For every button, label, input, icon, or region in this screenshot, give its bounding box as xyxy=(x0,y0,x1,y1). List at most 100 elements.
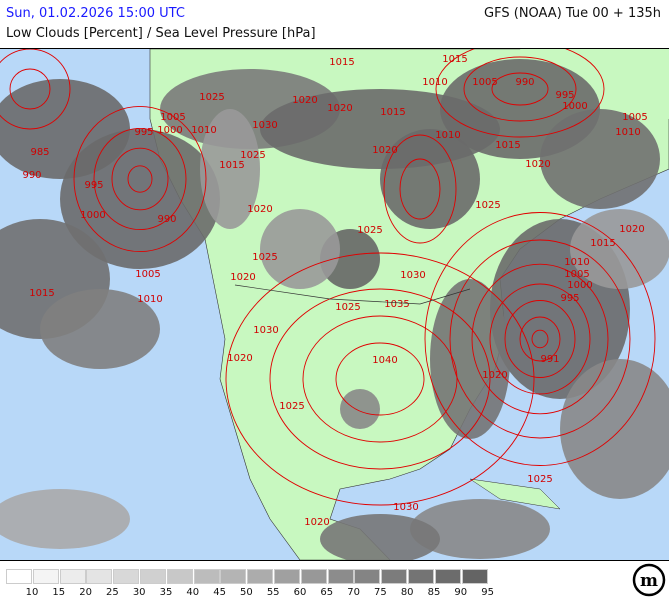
isobar xyxy=(531,329,549,349)
legend-tick: 60 xyxy=(293,587,307,598)
isobar-label: 1025 xyxy=(357,225,382,236)
isobar-label: 1020 xyxy=(292,95,317,106)
isobar xyxy=(9,68,51,110)
isobar-label: 1015 xyxy=(380,107,405,118)
legend-swatch xyxy=(6,569,32,584)
legend-swatch xyxy=(354,569,381,584)
cloud-area xyxy=(200,109,260,229)
isobar-label: 1025 xyxy=(475,200,500,211)
legend-swatch xyxy=(461,569,488,584)
isobar-label: 995 xyxy=(84,180,103,191)
isobar-label: 1005 xyxy=(160,112,185,123)
isobar-label: 1025 xyxy=(199,92,224,103)
isobar xyxy=(383,134,457,244)
isobar-label: 1015 xyxy=(442,54,467,65)
legend-swatch xyxy=(86,569,113,584)
isobar xyxy=(93,127,187,231)
isobar-label: 1015 xyxy=(219,160,244,171)
isobar xyxy=(399,158,441,220)
cloud-area xyxy=(260,209,340,289)
isobar-label: 990 xyxy=(22,170,41,181)
isobar-label: 1010 xyxy=(191,125,216,136)
isobar-label: 1005 xyxy=(472,77,497,88)
svg-text:m: m xyxy=(640,571,658,591)
isobar xyxy=(111,147,169,211)
legend-tick: 10 xyxy=(25,587,39,598)
legend-tick: 15 xyxy=(52,587,66,598)
isobar-label: 1010 xyxy=(564,257,589,268)
cloud-area xyxy=(0,489,130,549)
isobar-label: 990 xyxy=(515,77,534,88)
legend-swatch xyxy=(274,569,300,584)
isobar-label: 1025 xyxy=(527,474,552,485)
legend-swatch xyxy=(32,569,59,584)
isobar-label: 1020 xyxy=(304,517,329,528)
isobar-label: 1005 xyxy=(622,112,647,123)
legend-swatch xyxy=(300,569,327,584)
isobar-label: 1030 xyxy=(400,270,425,281)
isobar-lines xyxy=(0,49,656,506)
cloud-area xyxy=(320,514,440,560)
isobar xyxy=(463,56,577,122)
isobar-label: 995 xyxy=(560,293,579,304)
isobar-label: 1010 xyxy=(435,130,460,141)
valid-time: Sun, 01.02.2026 15:00 UTC xyxy=(6,6,185,21)
legend-tick: 65 xyxy=(320,587,334,598)
cloud-area xyxy=(410,499,550,559)
isobar-label: 1030 xyxy=(393,502,418,513)
isobar-label: 991 xyxy=(540,354,559,365)
meteologix-logo: m xyxy=(632,563,666,597)
isobar-label: 995 xyxy=(555,90,574,101)
isobar-label: 1040 xyxy=(372,355,397,366)
isobar-label: 1010 xyxy=(422,77,447,88)
legend-swatch xyxy=(193,569,220,584)
legend-tick: 90 xyxy=(454,587,468,598)
isobar-label: 1035 xyxy=(384,299,409,310)
isobar xyxy=(504,300,576,378)
cloud-area xyxy=(540,109,660,209)
isobar-label: 985 xyxy=(30,147,49,158)
legend-swatch xyxy=(327,569,354,584)
legend-swatch xyxy=(408,569,434,584)
legend-tick: 50 xyxy=(240,587,253,598)
legend-tick: 70 xyxy=(347,587,360,598)
isobar-label: 1030 xyxy=(252,120,277,131)
isobar xyxy=(225,252,535,506)
isobar xyxy=(269,288,491,470)
low-cloud-layer xyxy=(0,59,669,560)
legend-tick: 25 xyxy=(106,587,119,598)
isobar-label: 1020 xyxy=(327,103,352,114)
isobar-label: 1015 xyxy=(329,57,354,68)
legend-tick: 55 xyxy=(266,587,280,598)
isobar xyxy=(0,49,71,130)
isobar-label: 1020 xyxy=(372,145,397,156)
isobar xyxy=(424,212,656,466)
isobar-label: 1005 xyxy=(135,269,160,280)
isobar-label: 1025 xyxy=(279,401,304,412)
legend-tick: 80 xyxy=(400,587,414,598)
legend-swatch xyxy=(140,569,166,584)
legend-tick: 40 xyxy=(186,587,200,598)
legend-swatch xyxy=(381,569,408,584)
map-title: Low Clouds [Percent] / Sea Level Pressur… xyxy=(6,26,316,41)
isobar xyxy=(489,283,591,395)
isobar xyxy=(435,49,605,138)
isobar xyxy=(519,316,561,362)
isobar xyxy=(449,239,631,439)
isobar-label: 1000 xyxy=(562,101,587,112)
cloud-area xyxy=(570,209,669,289)
legend-tick: 30 xyxy=(132,587,146,598)
isobar-label: 1025 xyxy=(335,302,360,313)
isobar xyxy=(73,105,207,253)
isobar-label: 1020 xyxy=(619,224,644,235)
legend-swatch xyxy=(59,569,86,584)
cloud-area xyxy=(60,129,220,269)
land-cuba xyxy=(469,478,561,510)
isobar-label: 1020 xyxy=(227,353,252,364)
isobar-label: 1000 xyxy=(567,280,592,291)
isobar-label: 990 xyxy=(157,214,176,225)
isobar-label: 1015 xyxy=(590,238,615,249)
border-us-canada xyxy=(234,284,471,305)
legend-tick: 95 xyxy=(481,587,494,598)
